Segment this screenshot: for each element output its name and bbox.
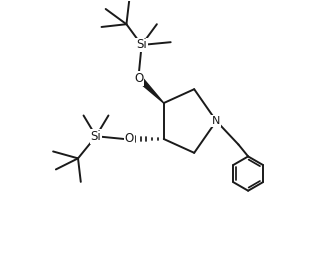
Text: O: O [134, 72, 144, 85]
Text: O: O [125, 133, 134, 145]
Text: Si: Si [90, 130, 101, 143]
Text: N: N [212, 116, 221, 126]
Polygon shape [137, 76, 164, 103]
Text: Si: Si [136, 38, 147, 51]
